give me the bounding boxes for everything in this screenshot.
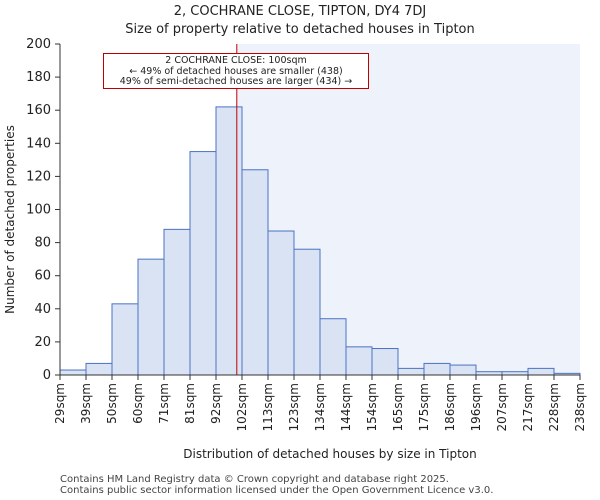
x-tick-label: 39sqm xyxy=(79,383,93,424)
bar-113sqm xyxy=(267,230,295,376)
x-tick-label: 92sqm xyxy=(209,383,223,424)
bar-50sqm xyxy=(111,303,139,376)
x-tick-label: 50sqm xyxy=(105,383,119,424)
x-tick-label: 217sqm xyxy=(521,383,535,431)
y-tick-label: 60 xyxy=(34,269,51,284)
x-tick-label: 113sqm xyxy=(261,383,275,431)
x-tick-label: 123sqm xyxy=(287,383,301,431)
x-tick-label: 60sqm xyxy=(131,383,145,424)
y-tick-label: 120 xyxy=(26,169,51,184)
x-tick-label: 228sqm xyxy=(547,383,561,431)
bar-39sqm xyxy=(85,362,113,376)
x-tick-label: 238sqm xyxy=(573,383,587,431)
bar-134sqm xyxy=(319,318,347,376)
bar-144sqm xyxy=(345,346,373,376)
x-tick-label: 81sqm xyxy=(183,383,197,424)
bar-186sqm xyxy=(449,364,477,376)
chart-title: 2, COCHRANE CLOSE, TIPTON, DY4 7DJ xyxy=(173,4,427,19)
bar-217sqm xyxy=(527,367,555,376)
bar-29sqm xyxy=(59,369,87,376)
chart-subtitle: Size of property relative to detached ho… xyxy=(125,22,475,37)
x-tick-label: 196sqm xyxy=(469,383,483,431)
annotation-line-1: 2 COCHRANE CLOSE: 100sqm xyxy=(165,55,307,66)
y-tick-label: 0 xyxy=(43,368,51,383)
bar-60sqm xyxy=(137,258,165,376)
bar-175sqm xyxy=(423,362,451,376)
property-annotation-box: 2 COCHRANE CLOSE: 100sqm ← 49% of detach… xyxy=(103,53,369,89)
x-tick-label: 154sqm xyxy=(365,383,379,431)
y-tick-label: 100 xyxy=(26,203,51,218)
x-tick-label: 207sqm xyxy=(495,383,509,431)
bar-102sqm xyxy=(241,169,269,376)
x-tick-label: 165sqm xyxy=(391,383,405,431)
y-tick-label: 180 xyxy=(26,70,51,85)
footer-line-1: Contains HM Land Registry data © Crown c… xyxy=(60,474,449,485)
bar-71sqm xyxy=(163,228,191,376)
y-tick-label: 140 xyxy=(26,136,51,151)
x-tick-label: 144sqm xyxy=(339,383,353,431)
y-tick-label: 20 xyxy=(34,335,51,350)
y-tick-label: 160 xyxy=(26,103,51,118)
annotation-line-2: ← 49% of detached houses are smaller (43… xyxy=(129,65,343,77)
y-tick-label: 80 xyxy=(34,236,51,251)
footer-line-2: Contains public sector information licen… xyxy=(60,485,494,496)
x-tick-label: 175sqm xyxy=(417,383,431,431)
bar-154sqm xyxy=(371,348,399,376)
bar-123sqm xyxy=(293,248,321,376)
bar-81sqm xyxy=(189,151,217,376)
annotation-line-3: 49% of semi-detached houses are larger (… xyxy=(119,76,353,87)
x-tick-label: 102sqm xyxy=(235,383,249,431)
x-axis-label: Distribution of detached houses by size … xyxy=(183,447,476,461)
x-tick-label: 29sqm xyxy=(53,383,67,424)
y-tick-label: 40 xyxy=(34,302,51,317)
x-tick-label: 134sqm xyxy=(313,383,327,431)
y-axis-label: Number of detached properties xyxy=(3,125,17,314)
x-tick-label: 71sqm xyxy=(157,383,171,424)
y-tick-label: 200 xyxy=(26,37,51,52)
bar-165sqm xyxy=(397,367,425,376)
x-tick-label: 186sqm xyxy=(443,383,457,431)
bar-92sqm xyxy=(215,106,243,376)
